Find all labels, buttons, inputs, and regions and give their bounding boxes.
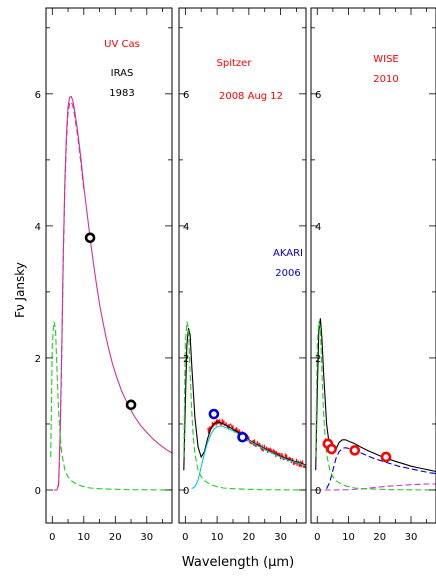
x-tick-label-1-1: 10: [77, 532, 90, 543]
x-tick-label-3-3: 30: [405, 532, 418, 543]
x-tick-label-2-3: 30: [274, 532, 287, 543]
series-line-3-2: [326, 447, 436, 489]
series-line-1-1: [53, 95, 172, 491]
annotation-1-1: UV Cas: [104, 39, 140, 50]
y-tick-label-1-3: 6: [35, 90, 41, 101]
annotation-2-2: 2008 Aug 12: [219, 91, 283, 102]
x-tick-label-1-3: 30: [140, 532, 153, 543]
series-line-3-4: [315, 321, 436, 491]
x-tick-label-2-0: 0: [182, 532, 188, 543]
annotation-1-3: 1983: [109, 88, 134, 99]
x-tick-label-3-0: 0: [314, 532, 320, 543]
x-axis-label: Wavelength (μm): [182, 555, 294, 570]
annotation-1-2: IRAS: [111, 68, 134, 79]
panel-frame-1: [45, 7, 173, 524]
data-point-3-2: [326, 443, 337, 455]
y-tick-label-3-0: 0: [315, 486, 321, 497]
annotation-2-1: Spitzer: [217, 58, 253, 69]
data-point-2-1: [208, 408, 220, 420]
y-tick-label-2-3: 6: [183, 90, 189, 101]
series-line-3-1: [315, 318, 436, 473]
annotation-3-2: 2010: [373, 74, 398, 85]
y-tick-label-2-0: 0: [183, 486, 189, 497]
data-point-1-1: [84, 232, 96, 244]
data-point-3-4: [380, 451, 392, 463]
series-line-3-3: [315, 483, 436, 491]
y-tick-label-3-3: 6: [315, 90, 321, 101]
x-tick-label-2-1: 10: [211, 532, 224, 543]
data-point-3-3: [349, 445, 361, 456]
y-tick-label-2-1: 2: [183, 354, 189, 365]
series-line-2-2: [183, 328, 306, 471]
series-line-2-3: [191, 425, 306, 490]
annotation-3-1: WISE: [373, 54, 399, 65]
data-point-1-2: [125, 399, 137, 411]
annotation-2-4: 2006: [275, 268, 300, 279]
x-tick-label-2-2: 20: [242, 532, 255, 543]
y-tick-label-2-2: 4: [183, 222, 189, 233]
panel-frame-2: [178, 7, 307, 524]
y-tick-label-1-2: 4: [35, 222, 41, 233]
annotation-2-3: AKARI: [273, 248, 303, 259]
y-tick-label-3-1: 2: [315, 354, 321, 365]
data-point-2-2: [237, 431, 248, 443]
y-axis-label: Fν Jansky: [13, 262, 27, 318]
panel-frame-3: [310, 7, 436, 524]
x-tick-label-1-2: 20: [109, 532, 122, 543]
series-line-2-4: [183, 321, 306, 491]
x-tick-label-3-1: 10: [342, 532, 355, 543]
x-tick-label-1-0: 0: [49, 532, 55, 543]
x-tick-label-3-2: 20: [373, 532, 386, 543]
y-tick-label-3-2: 4: [315, 222, 321, 233]
y-tick-label-1-0: 0: [35, 486, 41, 497]
series-line-1-3: [50, 321, 172, 491]
y-tick-label-1-1: 2: [35, 354, 41, 365]
series-line-1-2: [58, 100, 85, 487]
